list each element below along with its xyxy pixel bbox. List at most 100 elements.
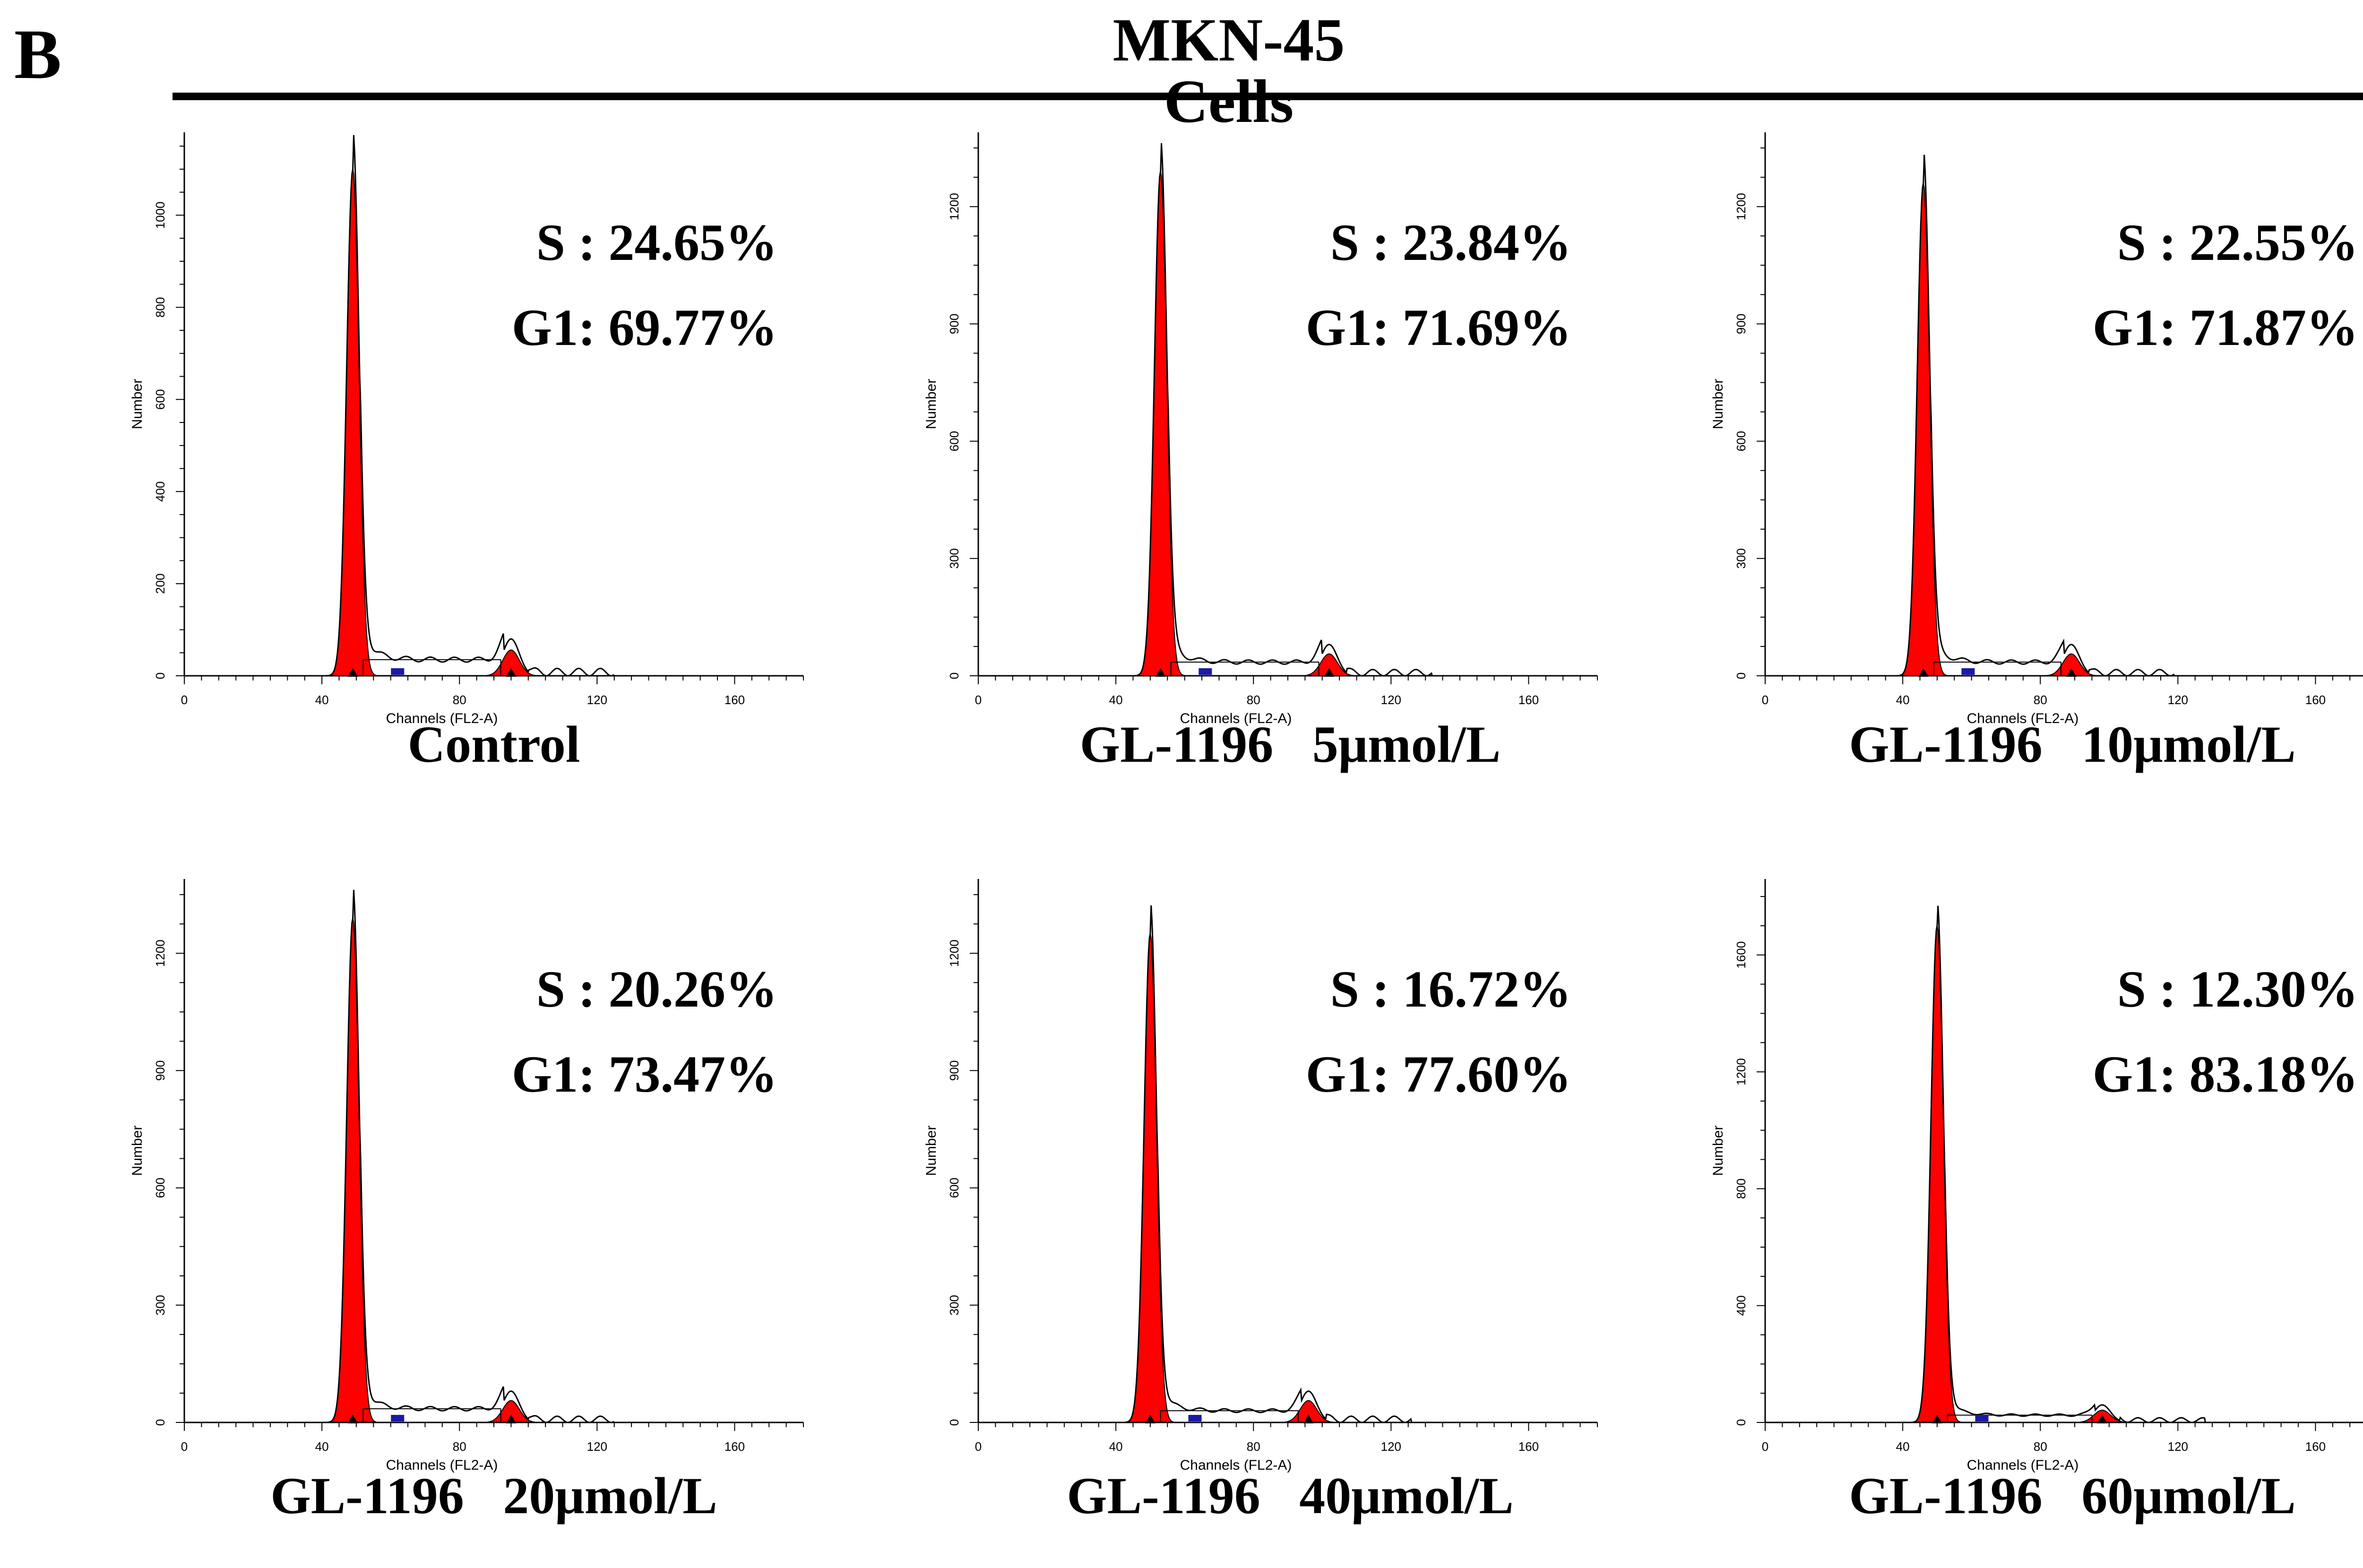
- y-tick-label: 900: [947, 314, 961, 334]
- x-tick-label: 40: [1896, 693, 1910, 707]
- s-phase-percentage: S : 12.30%: [2117, 960, 2358, 1018]
- x-tick-label: 160: [2305, 1439, 2326, 1454]
- x-tick-label: 120: [1381, 693, 1401, 707]
- x-tick-label: 0: [181, 693, 188, 707]
- g2-marker: [506, 668, 517, 677]
- s-phase-region: [1160, 1410, 1299, 1423]
- histogram-panel-5: 0 40 80 120 160 0 300 600 900 1200 Channels (FL2-A…: [923, 879, 1598, 1473]
- g1-peak: [1909, 925, 1966, 1423]
- gate-marker: [1961, 668, 1975, 675]
- panel-caption: GL-1196 40μmol/L: [1067, 1467, 1514, 1525]
- gate-marker: [1199, 668, 1212, 675]
- y-tick-label: 1200: [1734, 193, 1748, 220]
- y-tick-label: 600: [1734, 431, 1748, 451]
- g1-marker: [1932, 1415, 1942, 1423]
- g1-phase-percentage: G1: 71.69%: [1306, 299, 1571, 356]
- y-tick-label: 600: [947, 431, 961, 451]
- y-tick-label: 0: [153, 1419, 167, 1426]
- x-tick-label: 120: [2168, 1439, 2188, 1454]
- g1-peak: [325, 918, 381, 1423]
- x-tick-label: 40: [315, 693, 329, 707]
- g1-peak: [1122, 933, 1179, 1423]
- y-tick-label: 0: [1734, 1419, 1748, 1426]
- histogram-outline: [1126, 143, 1440, 677]
- histogram-panel-2: 0 40 80 120 160 0 300 600 900 1200 Channels (FL2-A…: [923, 132, 1598, 726]
- s-phase-percentage: S : 20.26%: [536, 960, 777, 1018]
- x-axis-label: Channels (FL2-A): [1967, 1457, 2079, 1473]
- x-tick-label: 0: [975, 1439, 982, 1454]
- x-tick-label: 160: [724, 1439, 745, 1454]
- x-tick-label: 40: [1109, 1439, 1123, 1454]
- panel-caption: GL-1196 20μmol/L: [270, 1467, 717, 1525]
- y-tick-label: 1200: [947, 939, 961, 967]
- y-tick-label: 800: [1734, 1179, 1748, 1199]
- s-phase-region: [362, 659, 501, 676]
- panel-caption: GL-1196 60μmol/L: [1849, 1467, 2296, 1525]
- y-tick-label: 900: [947, 1060, 961, 1081]
- y-tick-label: 900: [1734, 314, 1748, 334]
- y-tick-label: 300: [1734, 548, 1748, 569]
- y-tick-label: 800: [153, 297, 167, 318]
- y-tick-label: 400: [1734, 1295, 1748, 1316]
- y-tick-label: 300: [947, 548, 961, 569]
- y-tick-label: 0: [153, 672, 167, 679]
- g1-marker: [1155, 668, 1166, 677]
- y-tick-label: 400: [153, 481, 167, 501]
- gate-marker: [391, 1415, 405, 1422]
- y-axis-label: Number: [129, 379, 145, 430]
- histogram-panel-1: 0 40 80 120 160 0 200 400 600 800 1000 Channels (FL…: [129, 132, 804, 726]
- y-tick-label: 600: [153, 389, 167, 410]
- x-tick-label: 80: [2034, 693, 2047, 707]
- x-tick-label: 80: [453, 1439, 466, 1454]
- y-axis-label: Number: [923, 1126, 939, 1176]
- g1-peak: [325, 169, 381, 676]
- g2-marker: [1303, 1415, 1314, 1423]
- x-tick-label: 120: [587, 693, 607, 707]
- g2-marker: [506, 1415, 517, 1423]
- panel-letter: B: [14, 15, 62, 94]
- histogram-panel-4: 0 40 80 120 160 0 300 600 900 1200 Channels (FL2-A…: [129, 879, 804, 1473]
- g2-peak: [486, 1400, 536, 1423]
- x-axis-label: Channels (FL2-A): [1180, 1457, 1292, 1473]
- g2-peak: [1304, 653, 1354, 676]
- x-tick-label: 120: [2168, 693, 2188, 707]
- g1-marker: [347, 668, 358, 677]
- y-tick-label: 1200: [1734, 1058, 1748, 1086]
- y-axis-label: Number: [1710, 1126, 1726, 1176]
- y-tick-label: 1200: [947, 193, 961, 220]
- g2-marker: [2066, 668, 2077, 677]
- x-tick-label: 160: [2305, 693, 2326, 707]
- g2-marker: [1324, 668, 1335, 677]
- s-phase-region: [362, 1408, 501, 1423]
- y-tick-label: 900: [153, 1060, 167, 1081]
- x-tick-label: 160: [724, 693, 745, 707]
- g2-marker: [2097, 1415, 2108, 1423]
- x-tick-label: 160: [1518, 1439, 1539, 1454]
- g1-marker: [347, 1415, 358, 1423]
- panel-caption: GL-1196 10μmol/L: [1849, 715, 2296, 773]
- x-axis-label: Channels (FL2-A): [386, 711, 498, 726]
- x-tick-label: 80: [453, 693, 466, 707]
- x-axis-label: Channels (FL2-A): [1180, 711, 1292, 726]
- gate-marker: [1188, 1415, 1202, 1422]
- x-tick-label: 40: [1109, 693, 1123, 707]
- g1-peak: [1132, 171, 1189, 676]
- x-tick-label: 0: [1762, 693, 1768, 707]
- title-rule: [172, 93, 2363, 100]
- y-tick-label: 600: [947, 1178, 961, 1198]
- g1-phase-percentage: G1: 69.77%: [512, 299, 777, 356]
- y-tick-label: 1200: [153, 939, 167, 967]
- g1-phase-percentage: G1: 71.87%: [2093, 299, 2358, 356]
- x-tick-label: 120: [1381, 1439, 1401, 1454]
- g2-peak: [1284, 1400, 1333, 1423]
- x-tick-label: 0: [1762, 1439, 1768, 1454]
- y-tick-label: 1600: [1734, 941, 1748, 969]
- y-axis-label: Number: [129, 1126, 145, 1176]
- g2-peak: [486, 649, 536, 676]
- histogram-outline: [1889, 155, 2182, 677]
- y-tick-label: 300: [947, 1295, 961, 1315]
- x-tick-label: 0: [181, 1439, 188, 1454]
- s-phase-percentage: S : 24.65%: [536, 214, 777, 271]
